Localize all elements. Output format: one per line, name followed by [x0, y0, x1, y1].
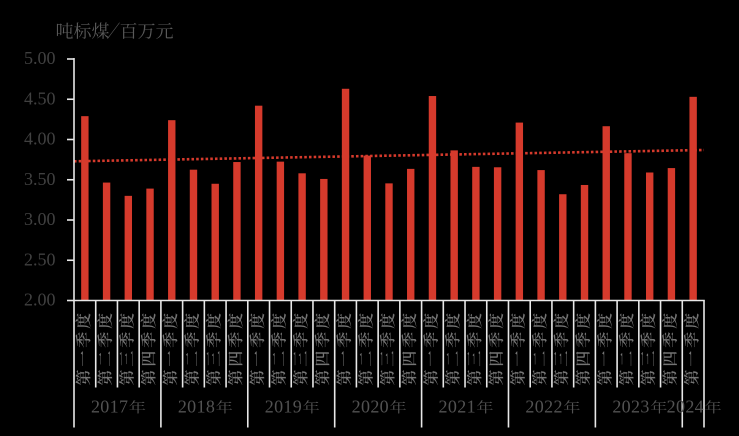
- svg-text:3.00: 3.00: [24, 209, 56, 229]
- svg-text:5.00: 5.00: [24, 48, 56, 68]
- svg-text:2020: 2020: [352, 397, 389, 417]
- svg-text:2023: 2023: [612, 397, 649, 417]
- svg-text:4.00: 4.00: [24, 129, 56, 149]
- svg-text:2024: 2024: [667, 397, 704, 417]
- svg-text:2018: 2018: [178, 397, 215, 417]
- svg-text:2.00: 2.00: [24, 290, 56, 310]
- svg-text:3.50: 3.50: [24, 169, 56, 189]
- svg-text:2019: 2019: [265, 397, 302, 417]
- svg-text:2017: 2017: [91, 397, 128, 417]
- svg-text:2022: 2022: [525, 397, 562, 417]
- svg-text:2.50: 2.50: [24, 249, 56, 269]
- svg-text:4.50: 4.50: [24, 88, 56, 108]
- svg-text:2021: 2021: [439, 397, 476, 417]
